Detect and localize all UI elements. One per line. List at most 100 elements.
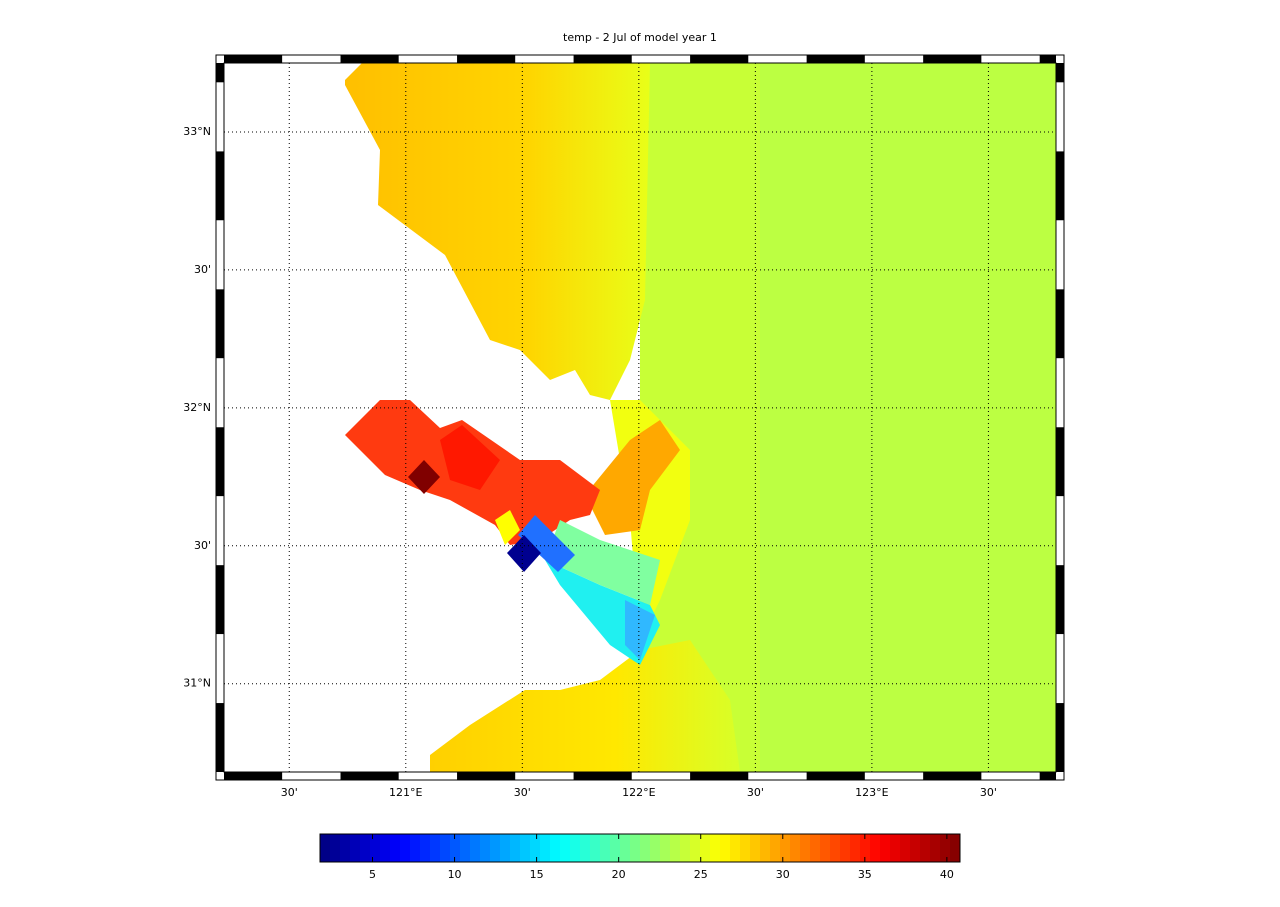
frame-segment bbox=[216, 634, 224, 704]
frame-segment bbox=[340, 772, 399, 780]
frame-segment bbox=[864, 55, 924, 63]
colorbar-swatch bbox=[740, 834, 751, 862]
colorbar-swatch bbox=[340, 834, 351, 862]
frame-segment bbox=[515, 772, 574, 780]
frame-segment bbox=[1056, 63, 1064, 83]
frame-segment bbox=[216, 289, 224, 359]
x-tick-label: 30' bbox=[281, 786, 298, 799]
colorbar-swatch bbox=[570, 834, 581, 862]
colorbar-swatch bbox=[890, 834, 901, 862]
colorbar-swatch bbox=[900, 834, 911, 862]
x-tick-label: 122°E bbox=[622, 786, 655, 799]
frame-segment bbox=[216, 427, 224, 497]
colorbar-swatch bbox=[330, 834, 341, 862]
colorbar-swatch bbox=[660, 834, 671, 862]
colorbar-swatch bbox=[750, 834, 761, 862]
colorbar-swatch bbox=[880, 834, 891, 862]
colorbar-tick-label: 35 bbox=[858, 868, 872, 881]
frame-segment bbox=[1056, 703, 1064, 772]
colorbar-tick-label: 10 bbox=[448, 868, 462, 881]
colorbar-swatch bbox=[500, 834, 511, 862]
colorbar-swatch bbox=[600, 834, 611, 862]
y-tick-label: 32°N bbox=[183, 401, 211, 414]
frame-segment bbox=[864, 772, 924, 780]
cold-spot bbox=[507, 535, 541, 572]
sea-offshore-band bbox=[640, 63, 760, 772]
frame-segment bbox=[1056, 151, 1064, 221]
colorbar-swatch bbox=[780, 834, 791, 862]
colorbar-swatch bbox=[510, 834, 521, 862]
colorbar-swatch bbox=[700, 834, 711, 862]
frame-segment bbox=[748, 55, 807, 63]
frame-segment bbox=[457, 772, 516, 780]
x-tick-label: 30' bbox=[980, 786, 997, 799]
sea-north bbox=[345, 63, 650, 400]
estuary-orange bbox=[585, 420, 680, 535]
frame-segment bbox=[981, 55, 1040, 63]
colorbar-swatch bbox=[680, 834, 691, 862]
frame-segment bbox=[216, 565, 224, 635]
colorbar-swatch bbox=[650, 834, 661, 862]
y-tick-label: 30' bbox=[194, 539, 211, 552]
colorbar-swatch bbox=[820, 834, 831, 862]
frame-segment bbox=[573, 772, 632, 780]
frame-segment bbox=[1056, 496, 1064, 566]
frame-segment bbox=[631, 772, 691, 780]
frame-segment bbox=[690, 772, 749, 780]
colorbar-swatch bbox=[950, 834, 961, 862]
frame-segment bbox=[1039, 55, 1056, 63]
colorbar-swatch bbox=[860, 834, 871, 862]
frame-segment bbox=[224, 772, 283, 780]
colorbar-swatch bbox=[550, 834, 561, 862]
colorbar-swatch bbox=[420, 834, 431, 862]
frame-segment bbox=[515, 55, 574, 63]
colorbar-swatch bbox=[480, 834, 491, 862]
hot-spot bbox=[408, 460, 440, 494]
estuary-lightblue bbox=[625, 600, 655, 660]
y-tick-label: 30' bbox=[194, 263, 211, 276]
colorbar-swatch bbox=[690, 834, 701, 862]
colorbar-swatch bbox=[440, 834, 451, 862]
estuary-blue bbox=[518, 515, 575, 572]
frame-segment bbox=[748, 772, 807, 780]
frame-segment bbox=[573, 55, 632, 63]
colorbar-swatch bbox=[460, 834, 471, 862]
x-tick-label: 123°E bbox=[855, 786, 888, 799]
x-tick-label: 30' bbox=[514, 786, 531, 799]
colorbar-swatch bbox=[530, 834, 541, 862]
frame-segment bbox=[1039, 772, 1056, 780]
frame-segment bbox=[1056, 220, 1064, 290]
frame-segment bbox=[631, 55, 691, 63]
frame-segment bbox=[216, 496, 224, 566]
frame-segment bbox=[690, 55, 749, 63]
frame-segment bbox=[1056, 358, 1064, 428]
colorbar-swatch bbox=[910, 834, 921, 862]
frame-segment bbox=[398, 55, 458, 63]
frame-segment bbox=[282, 772, 341, 780]
colorbar-swatch bbox=[610, 834, 621, 862]
colorbar-swatch bbox=[630, 834, 641, 862]
colorbar-swatch bbox=[370, 834, 381, 862]
frame-segment bbox=[1056, 289, 1064, 359]
sea-south bbox=[430, 640, 740, 772]
frame-segment bbox=[923, 55, 982, 63]
colorbar-swatch bbox=[790, 834, 801, 862]
frame-segment bbox=[981, 772, 1040, 780]
colorbar-swatch bbox=[730, 834, 741, 862]
colorbar-tick-label: 25 bbox=[694, 868, 708, 881]
frame-segment bbox=[216, 220, 224, 290]
frame-segment bbox=[216, 82, 224, 152]
estuary-yellow bbox=[495, 510, 520, 545]
frame-segment bbox=[216, 358, 224, 428]
colorbar-tick-label: 5 bbox=[369, 868, 376, 881]
frame-segment bbox=[1056, 82, 1064, 152]
colorbar-swatch bbox=[850, 834, 861, 862]
colorbar-tick-label: 30 bbox=[776, 868, 790, 881]
colorbar-tick-label: 20 bbox=[612, 868, 626, 881]
colorbar-swatch bbox=[490, 834, 501, 862]
colorbar-swatch bbox=[390, 834, 401, 862]
colorbar-swatch bbox=[320, 834, 331, 862]
colorbar-swatch bbox=[770, 834, 781, 862]
frame-outer bbox=[215, 54, 1065, 781]
x-tick-label: 30' bbox=[747, 786, 764, 799]
